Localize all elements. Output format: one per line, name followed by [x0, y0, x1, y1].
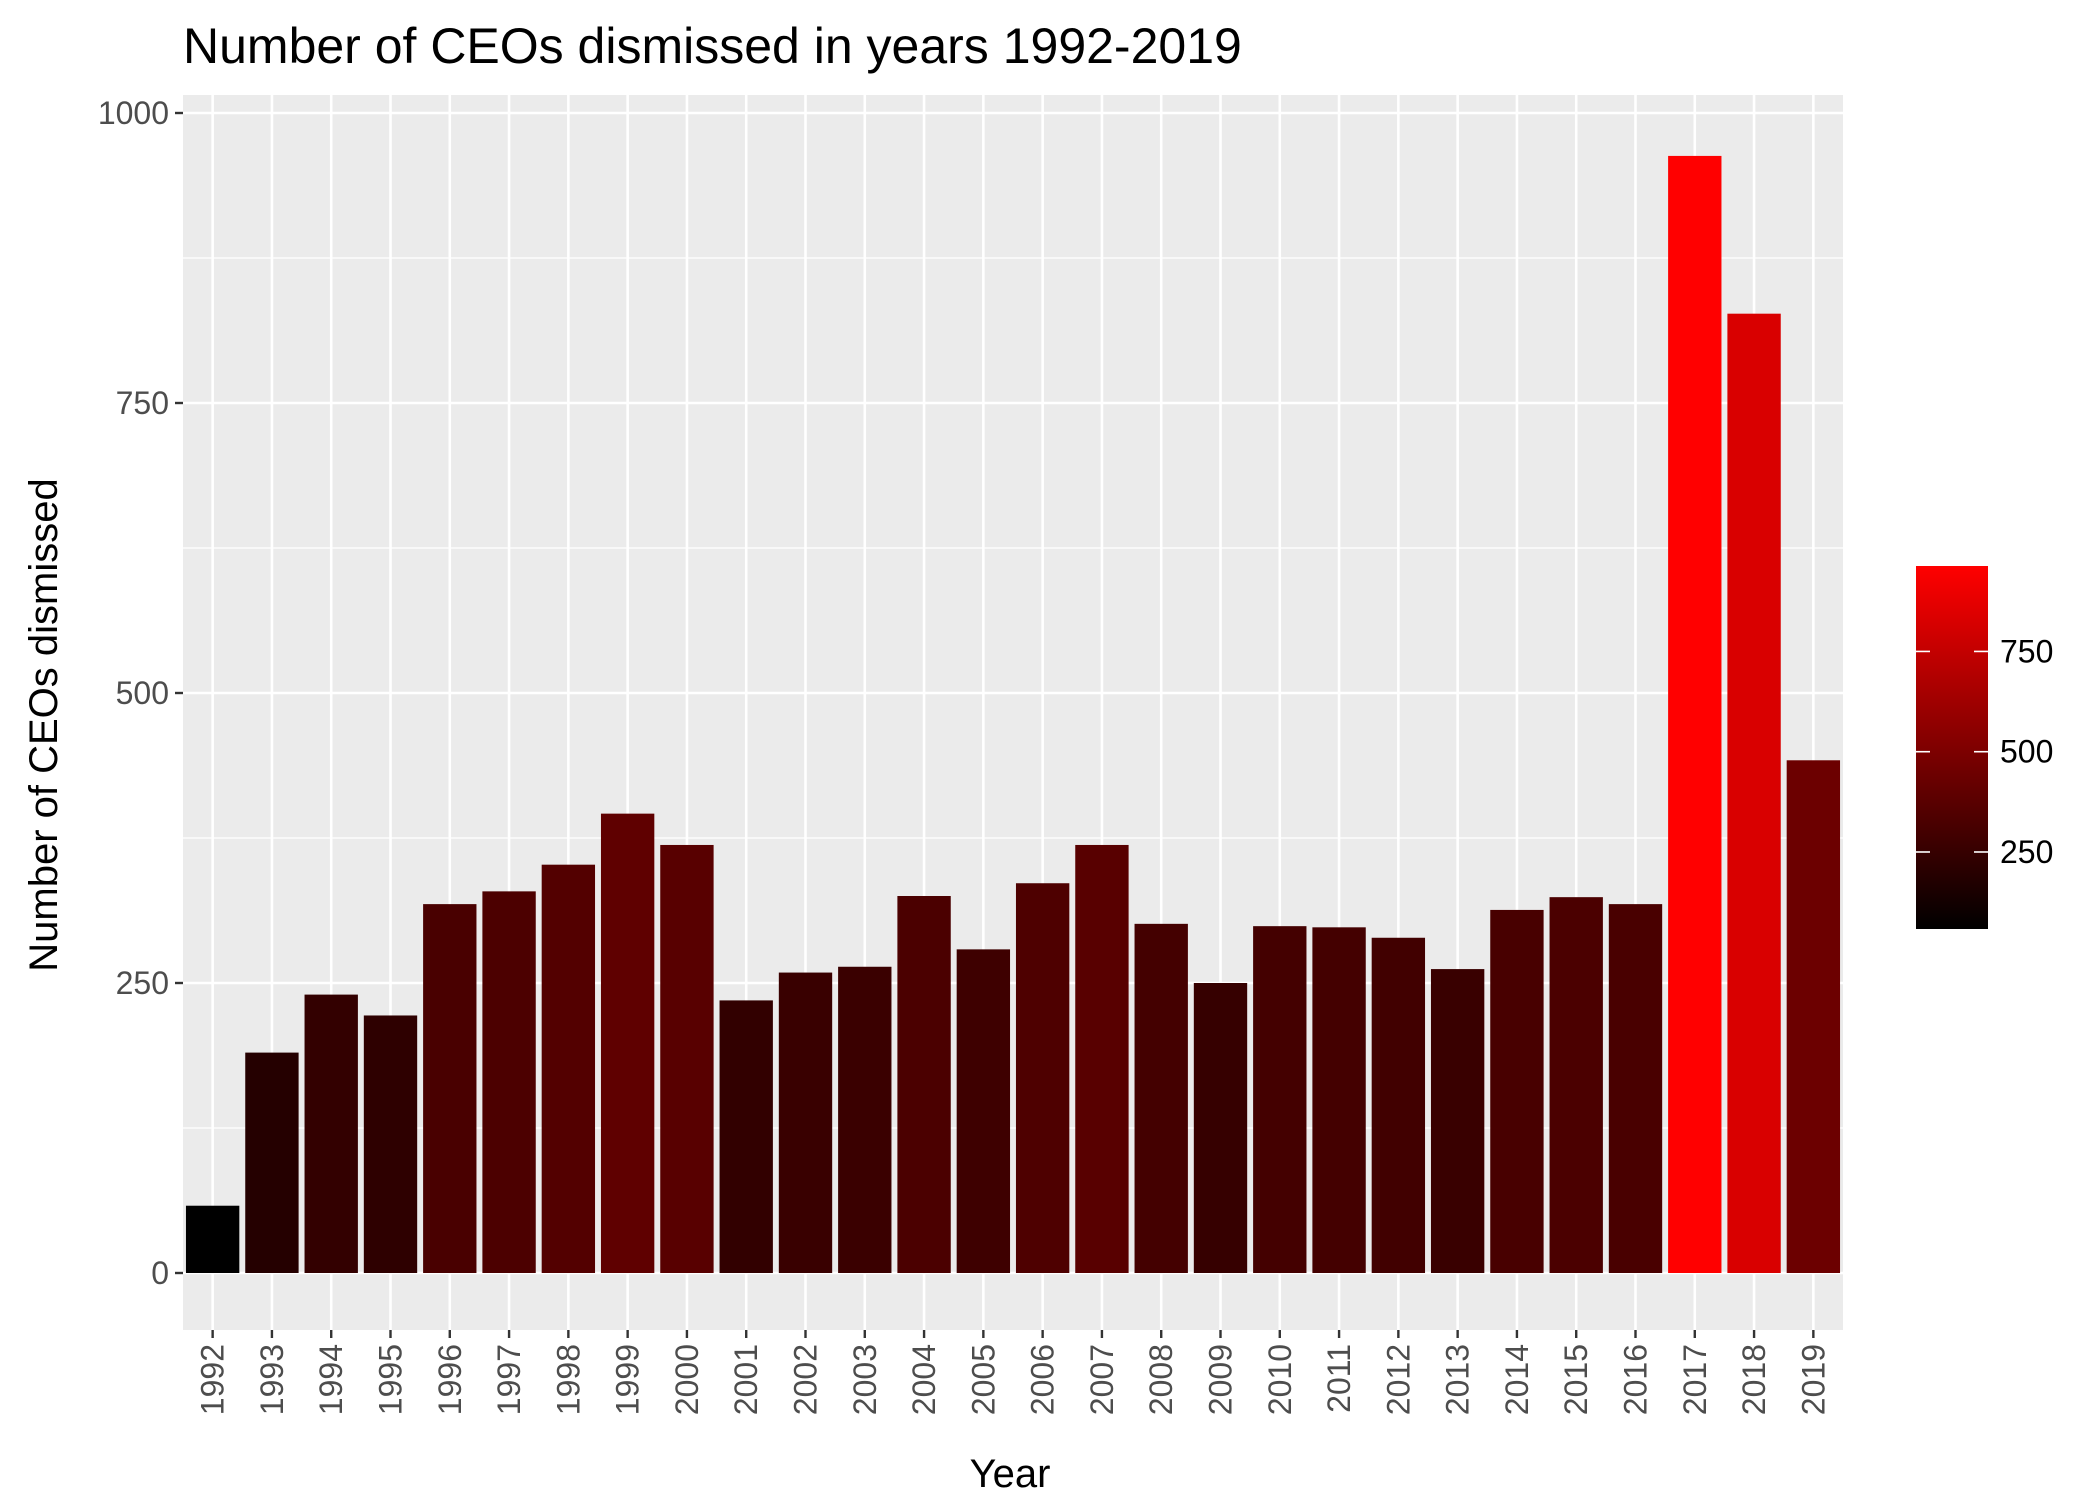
bar-2006 [1015, 883, 1070, 1273]
y-tick-label: 0 [151, 1255, 169, 1291]
x-tick-label: 2017 [1677, 1344, 1713, 1415]
bar-1996 [423, 904, 477, 1273]
x-tick-label: 2008 [1143, 1344, 1179, 1415]
bar-2015 [1549, 897, 1603, 1273]
x-axis-title: Year [970, 1452, 1051, 1496]
bar-2001 [719, 1000, 773, 1273]
bar-2007 [1075, 844, 1129, 1273]
y-tick-label: 250 [116, 965, 169, 1001]
x-tick-label: 2016 [1618, 1344, 1654, 1415]
x-tick-label: 1994 [313, 1344, 349, 1415]
x-tick-label: 2003 [847, 1344, 883, 1415]
bar-2003 [838, 966, 892, 1273]
y-axis-title: Number of CEOs dismissed [22, 478, 66, 971]
x-tick-label: 2004 [906, 1344, 942, 1415]
x-tick-label: 2019 [1795, 1344, 1831, 1415]
x-tick-label: 2015 [1558, 1344, 1594, 1415]
bar-1995 [363, 1015, 418, 1273]
bar-2019 [1786, 760, 1841, 1273]
bars [185, 155, 1841, 1273]
x-tick-label: 1992 [195, 1344, 231, 1415]
bar-2000 [660, 844, 714, 1273]
axes: 0 250 500 750 1000 1992 1993 1994 1995 1996 1997 19… [98, 95, 1832, 1415]
x-tick-label: 2000 [669, 1344, 705, 1415]
x-tick-label: 2011 [1321, 1344, 1357, 1413]
x-tick-label: 2012 [1380, 1344, 1416, 1415]
x-tick-label: 2013 [1440, 1344, 1476, 1415]
x-tick-label: 2001 [728, 1344, 764, 1415]
x-tick-label: 2007 [1084, 1344, 1120, 1415]
legend-tick-label: 500 [2000, 734, 2053, 770]
legend-tick-label: 750 [2000, 633, 2053, 669]
bar-1993 [245, 1052, 299, 1273]
bar-1999 [600, 813, 655, 1273]
bar-1994 [304, 994, 358, 1273]
bar-2002 [778, 972, 833, 1273]
bar-2012 [1371, 937, 1426, 1273]
bar-2018 [1727, 313, 1781, 1273]
bar-2011 [1312, 927, 1366, 1273]
bar-2016 [1608, 904, 1663, 1273]
x-tick-label: 1999 [610, 1344, 646, 1415]
bar-2013 [1430, 969, 1485, 1273]
bar-1992 [185, 1205, 240, 1273]
y-tick-label: 750 [116, 385, 169, 421]
bar-2009 [1193, 983, 1248, 1273]
bar-1997 [482, 891, 536, 1273]
x-tick-label: 1997 [491, 1344, 527, 1415]
x-tick-label: 1998 [550, 1344, 586, 1415]
bar-2008 [1134, 923, 1188, 1273]
x-tick-label: 2014 [1499, 1344, 1535, 1415]
x-tick-label: 2009 [1203, 1344, 1239, 1415]
x-tick-label: 1995 [373, 1344, 409, 1415]
x-tick-label: 2002 [788, 1344, 824, 1415]
bar-2004 [897, 896, 951, 1273]
x-tick-label: 2006 [1025, 1344, 1061, 1415]
x-tick-label: 2018 [1736, 1344, 1772, 1415]
chart-title: Number of CEOs dismissed in years 1992-2… [183, 18, 1242, 74]
bar-1998 [541, 864, 596, 1273]
x-tick-label: 2010 [1262, 1344, 1298, 1415]
x-tick-label: 1996 [432, 1344, 468, 1415]
color-legend: 250 500 750 [1916, 566, 2053, 929]
y-tick-label: 1000 [98, 95, 169, 131]
bar-2010 [1253, 926, 1307, 1273]
legend-colorbar [1916, 566, 1988, 929]
bar-2005 [956, 949, 1011, 1273]
y-tick-label: 500 [116, 675, 169, 711]
bar-2017 [1668, 155, 1722, 1273]
x-tick-label: 1993 [254, 1344, 290, 1415]
legend-tick-label: 250 [2000, 834, 2053, 870]
x-tick-label: 2005 [965, 1344, 1001, 1415]
bar-2014 [1490, 909, 1544, 1273]
